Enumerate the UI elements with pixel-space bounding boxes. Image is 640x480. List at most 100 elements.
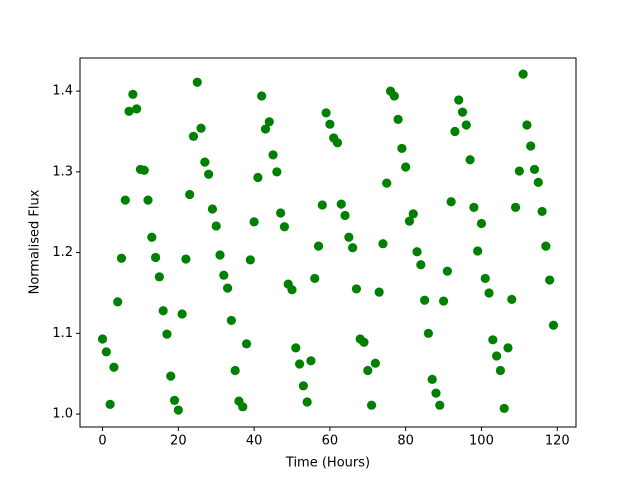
point (120, 195, 130, 205)
point (541, 241, 551, 251)
point (438, 296, 449, 306)
point (200, 157, 210, 167)
point (113, 297, 123, 307)
point (181, 254, 191, 264)
point (450, 126, 460, 137)
point (245, 255, 255, 265)
point (522, 120, 532, 130)
point (484, 288, 494, 298)
point (537, 206, 547, 217)
point (545, 275, 555, 285)
point (435, 400, 445, 410)
x-tick-label: 40 (246, 434, 263, 449)
point (529, 164, 540, 175)
point (169, 395, 180, 405)
point (238, 402, 248, 412)
point (503, 343, 513, 353)
point (423, 328, 434, 338)
point (291, 343, 301, 353)
point (457, 107, 468, 117)
point (116, 253, 127, 263)
point (404, 216, 415, 226)
point (241, 339, 252, 349)
point (211, 221, 221, 231)
point (302, 397, 312, 407)
point (249, 217, 259, 227)
point (185, 189, 195, 200)
point (268, 150, 278, 160)
point (340, 210, 350, 221)
point (101, 347, 111, 357)
point (416, 260, 426, 270)
point (397, 143, 407, 154)
point (321, 108, 331, 118)
point (420, 295, 430, 305)
point (158, 306, 168, 316)
point (260, 124, 271, 134)
point (325, 119, 335, 129)
point (401, 162, 411, 172)
point (446, 197, 456, 207)
point (272, 167, 282, 177)
point (215, 250, 225, 260)
point (306, 356, 316, 366)
point (105, 399, 115, 409)
point (154, 272, 164, 282)
point (336, 199, 346, 209)
point (173, 405, 183, 415)
point (378, 239, 388, 249)
point (492, 351, 502, 361)
point (461, 120, 471, 130)
point (431, 388, 441, 398)
point (298, 381, 308, 391)
point (294, 359, 305, 369)
point (317, 200, 327, 210)
point (548, 320, 559, 330)
point (264, 117, 274, 127)
point (332, 138, 343, 148)
point (408, 209, 418, 219)
point (363, 365, 373, 376)
y-tick-label: 1.4 (52, 84, 73, 99)
point (526, 141, 536, 151)
point (196, 123, 206, 133)
point (518, 69, 528, 79)
x-tick-label: 0 (98, 434, 106, 449)
point (480, 273, 490, 284)
point (128, 89, 138, 99)
x-tick-label: 20 (170, 434, 187, 449)
point (454, 95, 464, 105)
point (313, 241, 324, 251)
point (514, 166, 524, 176)
point (143, 195, 153, 205)
point (192, 77, 202, 87)
point (97, 334, 108, 344)
point (469, 202, 479, 212)
point (427, 374, 437, 384)
point (222, 283, 233, 293)
x-tick-label: 80 (397, 434, 414, 449)
point (188, 131, 199, 141)
point (147, 232, 157, 242)
y-tick-label: 1.2 (52, 245, 73, 260)
point (533, 177, 543, 187)
point (279, 222, 290, 232)
y-axis-label: Normalised Flux (28, 189, 43, 294)
y-tick-label: 1.1 (52, 326, 73, 341)
x-tick-label: 60 (322, 434, 339, 449)
point (253, 172, 263, 183)
point (162, 329, 172, 339)
point (257, 91, 267, 101)
point (139, 165, 149, 175)
point (382, 178, 392, 188)
point (442, 266, 452, 276)
axes-frame (79, 57, 577, 428)
point (465, 155, 475, 165)
point (226, 315, 236, 326)
point (132, 104, 142, 114)
point (344, 232, 354, 242)
point (150, 252, 161, 263)
point (351, 284, 362, 294)
